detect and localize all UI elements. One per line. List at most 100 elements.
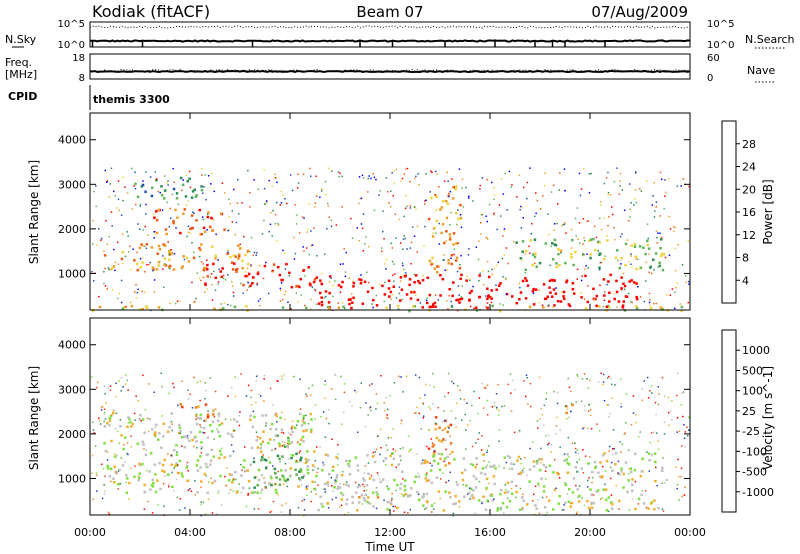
velocity-cell (396, 506, 399, 510)
power-cell (327, 301, 331, 304)
power-speck (402, 248, 404, 250)
time-x-label: Time UT (364, 540, 415, 554)
power-speck (315, 303, 318, 305)
velocity-speck (650, 432, 653, 434)
velocity-speck (342, 471, 344, 473)
power-cell (556, 300, 560, 303)
velocity-cell (305, 429, 308, 432)
power-cell (183, 208, 186, 211)
velocity-speck (314, 404, 317, 406)
power-speck (263, 187, 266, 190)
velocity-speck (172, 382, 174, 385)
power-cell (486, 287, 489, 290)
power-speck (204, 174, 207, 176)
power-speck (503, 228, 506, 230)
power-cell (150, 194, 154, 198)
power-cell (526, 284, 530, 287)
velocity-cell (642, 502, 646, 505)
power-ytick-label: 1000 (58, 267, 86, 280)
velocity-speck (452, 512, 455, 515)
power-speck (348, 277, 350, 279)
power-speck (246, 281, 249, 283)
velocity-cell (178, 431, 181, 435)
power-speck (577, 238, 579, 240)
power-cell (179, 176, 183, 180)
velocity-speck (428, 406, 430, 408)
velocity-speck (96, 490, 98, 492)
velocity-speck (424, 394, 426, 396)
power-speck (496, 228, 498, 231)
velocity-speck (171, 423, 173, 425)
velocity-speck (391, 452, 393, 455)
power-cell (459, 203, 462, 207)
power-cell (226, 252, 229, 256)
power-cell (433, 226, 436, 230)
velocity-speck (420, 428, 422, 430)
power-cell (337, 284, 341, 287)
velocity-cell (483, 472, 487, 476)
power-speck (468, 248, 470, 250)
power-speck (477, 258, 480, 261)
velocity-cell (602, 488, 605, 491)
velocity-speck (378, 478, 381, 480)
velocity-cell (143, 483, 146, 487)
velocity-cell (261, 440, 265, 443)
velocity-speck (377, 435, 380, 437)
velocity-speck (663, 433, 666, 435)
velocity-speck (587, 387, 590, 389)
power-cell (410, 291, 413, 294)
power-cell (617, 300, 621, 303)
velocity-speck (391, 492, 393, 495)
velocity-speck (447, 392, 450, 394)
power-speck (445, 240, 447, 242)
power-speck (410, 263, 412, 265)
velocity-cell (276, 454, 280, 458)
power-cell (413, 305, 417, 308)
power-cell (557, 248, 560, 251)
velocity-speck (317, 484, 319, 486)
velocity-speck (383, 402, 385, 404)
velocity-cell (257, 468, 261, 472)
power-cell (162, 197, 166, 200)
velocity-speck (305, 486, 308, 488)
noise-right-tick-top: 10^5 (707, 19, 734, 30)
power-cell (191, 190, 195, 193)
power-speck (398, 292, 401, 295)
velocity-cell (195, 416, 199, 420)
power-cbar-label: 12 (742, 229, 756, 242)
velocity-cell (434, 416, 438, 419)
power-speck (201, 168, 203, 170)
velocity-speck (610, 377, 612, 380)
power-speck (586, 253, 588, 255)
power-speck (111, 225, 113, 227)
velocity-speck (154, 426, 156, 429)
velocity-frame (721, 329, 737, 513)
power-speck (287, 301, 289, 303)
power-speck (339, 263, 342, 265)
velocity-speck (547, 434, 550, 436)
power-speck (688, 283, 690, 285)
velocity-cell (368, 477, 372, 480)
power-speck (142, 229, 144, 231)
velocity-cell (443, 457, 447, 460)
velocity-cell (188, 439, 191, 442)
power-cell (234, 255, 237, 258)
power-cell (219, 270, 222, 273)
velocity-cell (347, 462, 350, 466)
power-cell (447, 259, 450, 262)
power-speck (326, 228, 328, 230)
velocity-cell (264, 485, 267, 489)
power-speck (459, 214, 462, 216)
velocity-speck (486, 451, 488, 453)
velocity-speck (676, 417, 679, 419)
velocity-cell (407, 494, 410, 498)
velocity-cell (332, 465, 335, 468)
power-speck (174, 302, 177, 305)
velocity-speck (270, 510, 273, 513)
power-speck (491, 268, 493, 271)
power-speck (337, 171, 340, 173)
velocity-speck (661, 482, 663, 484)
velocity-speck (306, 494, 308, 496)
